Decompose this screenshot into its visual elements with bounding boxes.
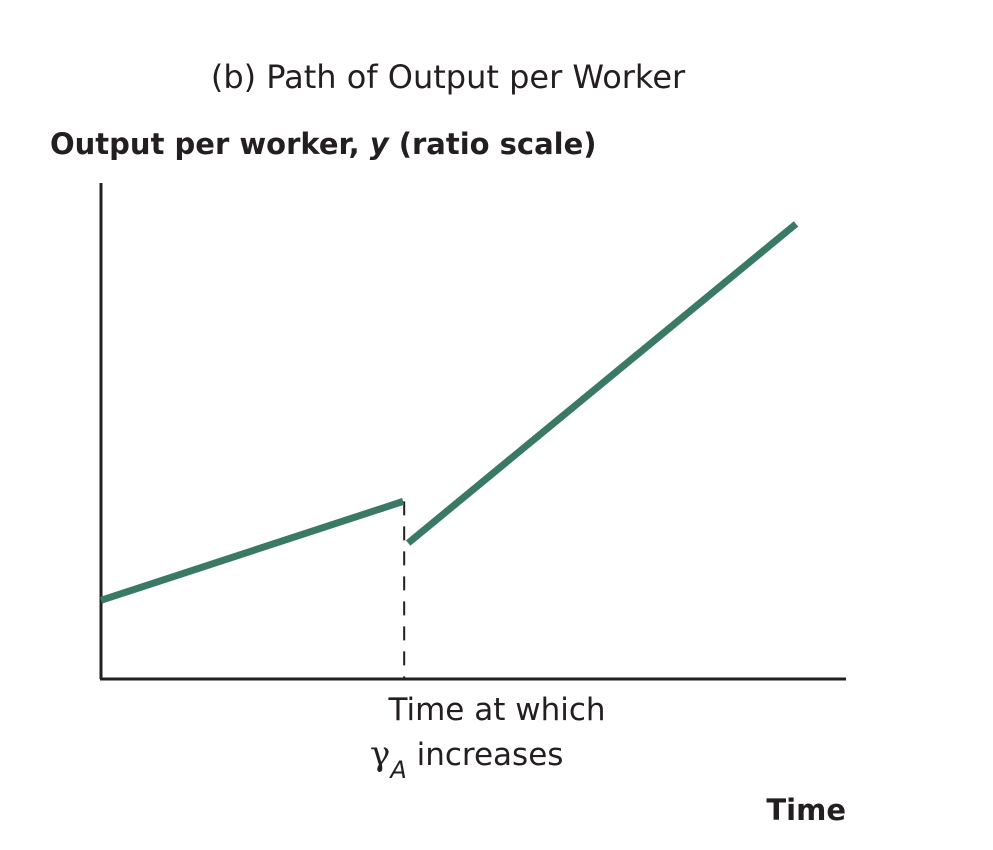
y-axis-label-variable: y — [370, 127, 390, 161]
series-layer — [99, 221, 799, 604]
y-axis-label-suffix: (ratio scale) — [389, 127, 597, 161]
break-label-rest: increases — [407, 737, 564, 773]
gamma-symbol: γ — [370, 734, 390, 774]
y-axis-label: Output per worker, y (ratio scale) — [50, 127, 597, 161]
series-0-segment-0 — [99, 498, 405, 604]
chart-title: (b) Path of Output per Worker — [211, 58, 686, 96]
gamma-subscript: A — [388, 756, 406, 784]
break-label-line1: Time at which — [387, 692, 605, 728]
x-axis-label: Time — [766, 793, 846, 827]
series-0-segment-1 — [405, 221, 799, 546]
break-label-line2: γA increases — [370, 734, 563, 784]
y-axis-label-prefix: Output per worker, — [50, 127, 370, 161]
